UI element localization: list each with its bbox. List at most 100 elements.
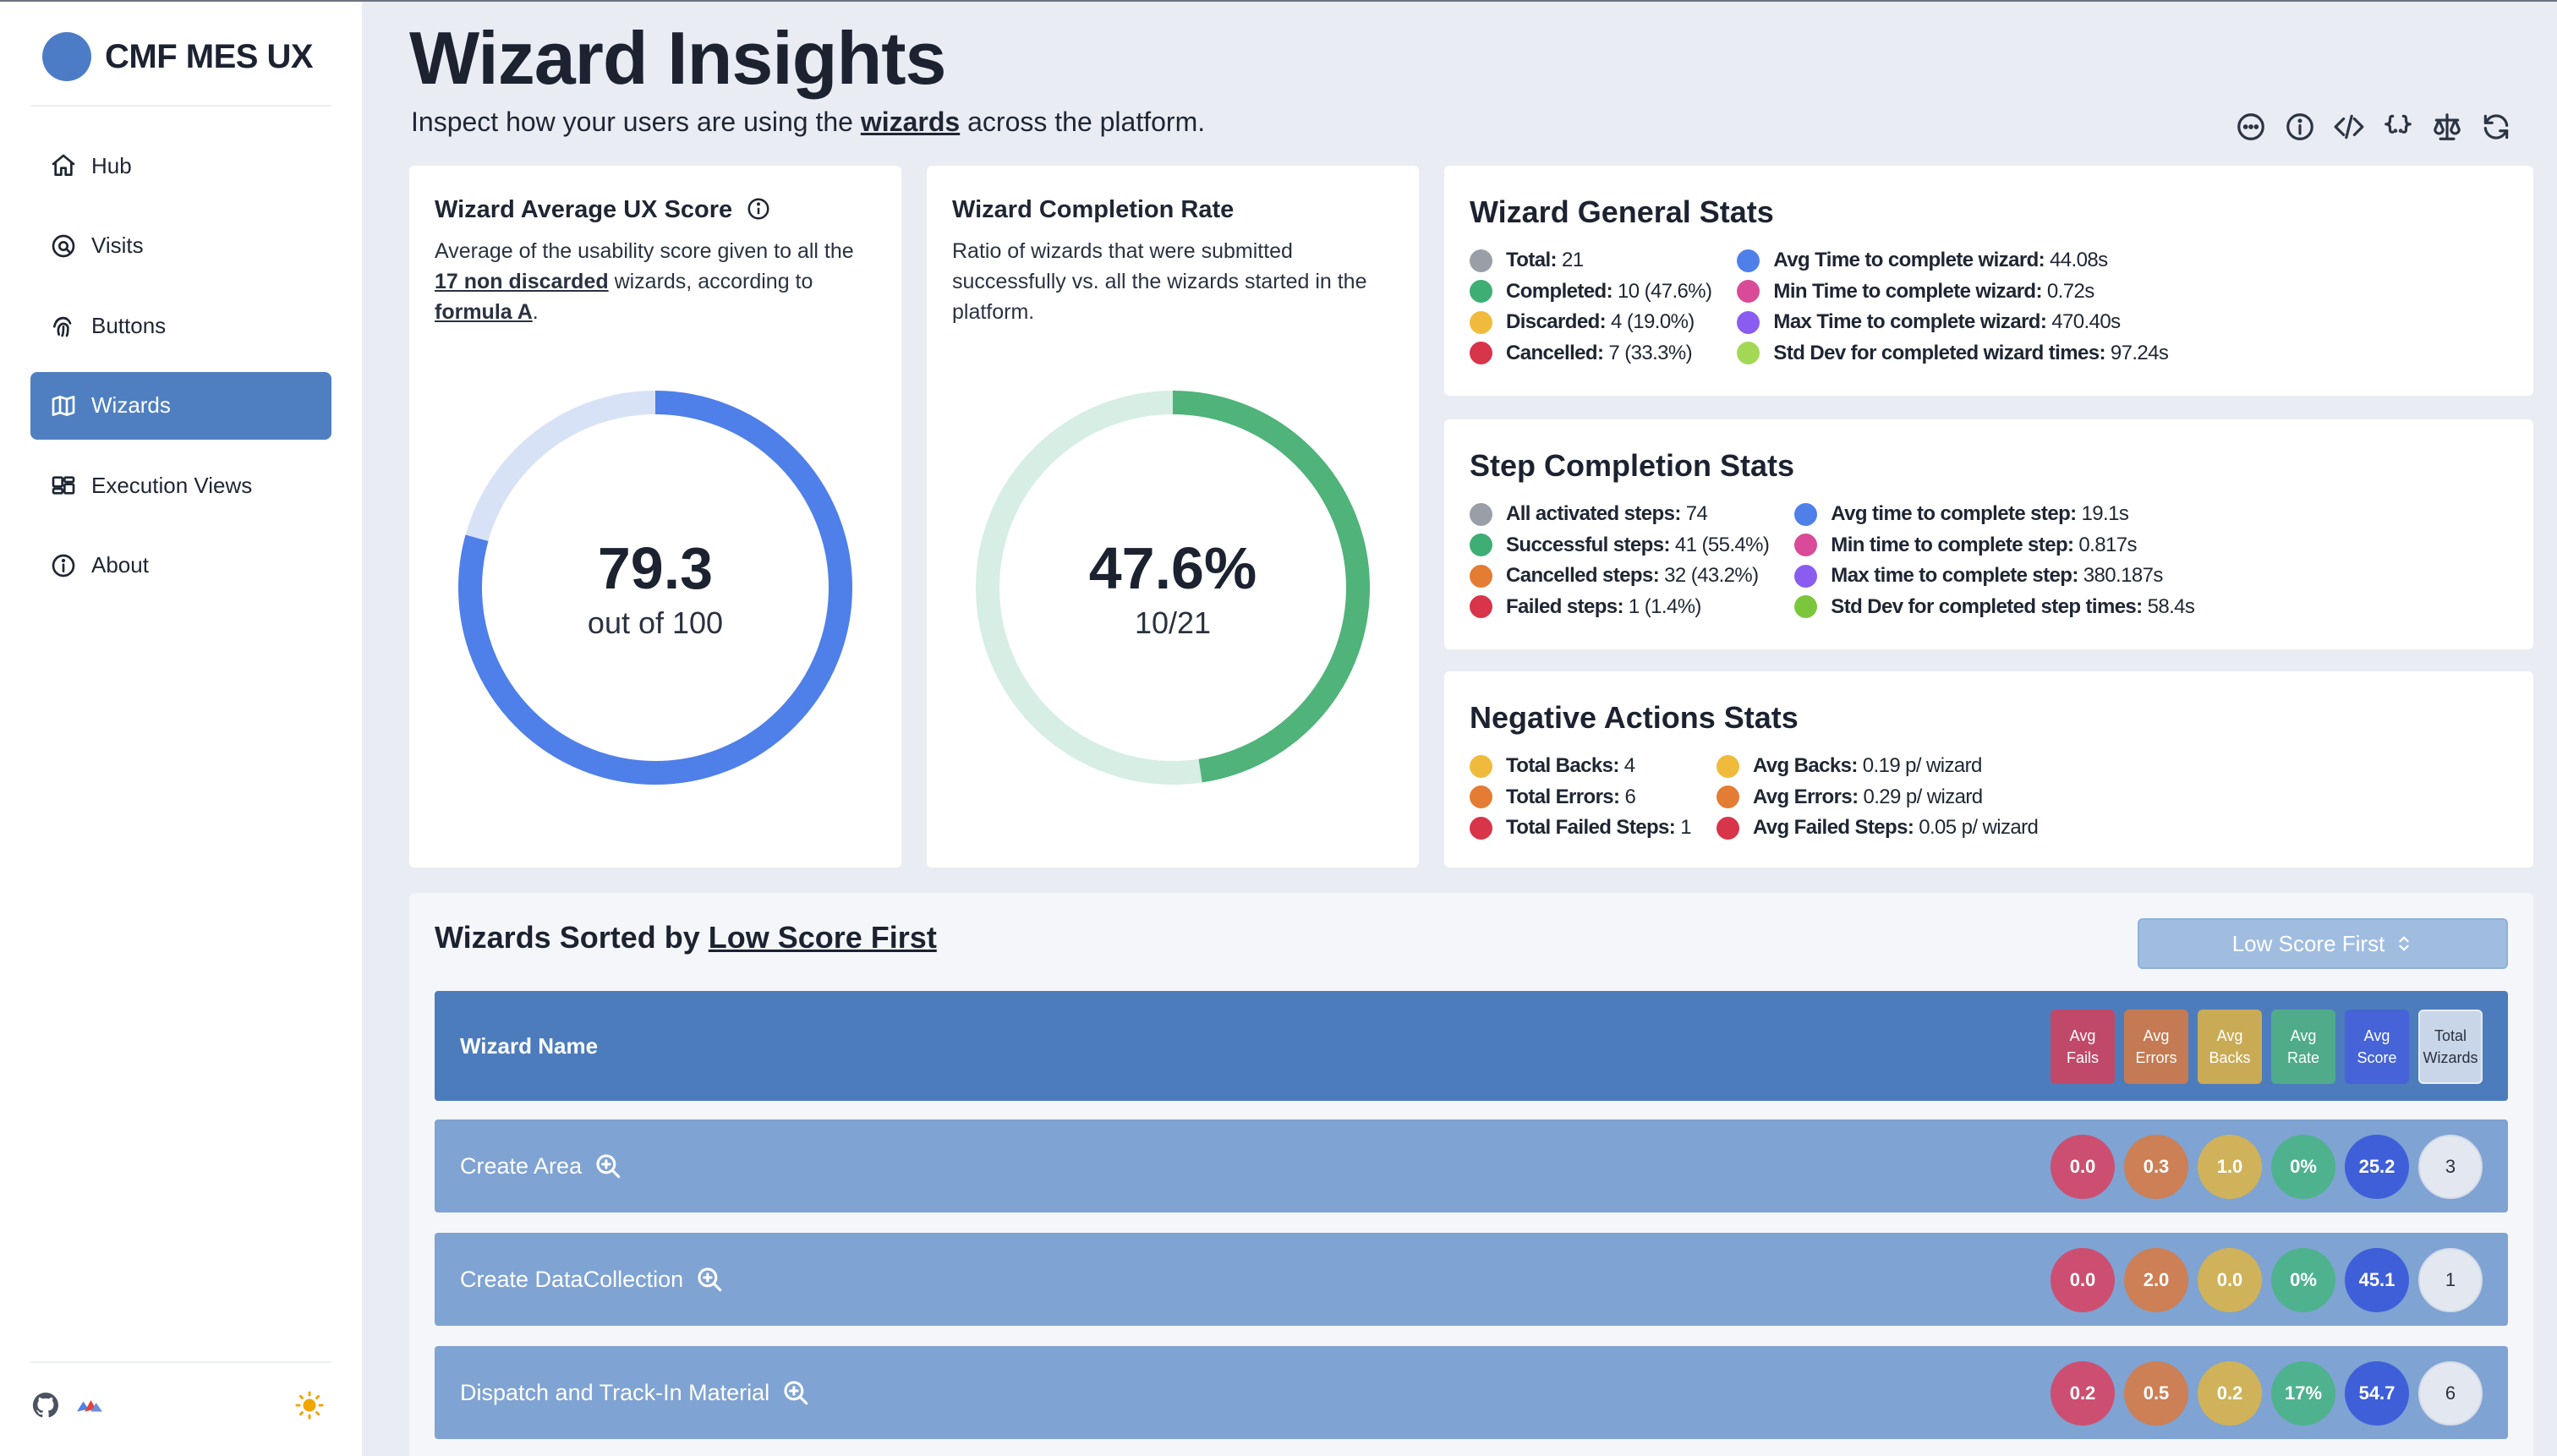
wizard-name: Create DataCollection xyxy=(460,1266,684,1292)
stat-label: All activated steps: xyxy=(1506,502,1681,526)
legend-dot-icon xyxy=(1794,564,1818,588)
step-stats-card: Step Completion Stats All activated step… xyxy=(1444,419,2533,649)
zoom-in-icon[interactable] xyxy=(695,1265,724,1294)
sort-link[interactable]: Low Score First xyxy=(708,920,937,955)
table-header: Wizard Name Avg Fails Avg Errors Avg Backs Avg… xyxy=(435,991,2508,1101)
column-header-label: Avg Backs xyxy=(2209,1025,2250,1069)
stat-value: 470.40s xyxy=(2051,310,2121,334)
metric-chip: 0% xyxy=(2271,1135,2335,1199)
stat-value: 1 xyxy=(1680,816,1691,840)
stat-label: Cancelled: xyxy=(1506,341,1604,364)
info-icon[interactable] xyxy=(2281,108,2319,145)
non-discarded-link[interactable]: 17 non discarded xyxy=(435,270,609,293)
sidebar-item-label: Execution Views xyxy=(91,472,253,498)
fingerprint-icon xyxy=(49,311,78,340)
table-row[interactable]: Dispatch and Track-In Material 0.2 0.5 0.2 1… xyxy=(435,1346,2508,1439)
sidebar-item-visits[interactable]: Visits xyxy=(30,212,331,280)
stat-row: Total: 21 xyxy=(1470,245,1711,276)
table-row[interactable]: Create Area 0.0 0.3 1.0 0% 25.2 3 xyxy=(435,1119,2508,1212)
sidebar-item-wizards[interactable]: Wizards xyxy=(30,371,331,440)
stats-column: All activated steps: 74 Successful steps: 4… xyxy=(1470,499,1770,622)
legend-dot-icon xyxy=(1470,280,1492,304)
stat-row: Std Dev for completed wizard times: 97.24… xyxy=(1737,338,2169,369)
wizard-name: Dispatch and Track-In Material xyxy=(460,1379,770,1405)
column-header-line: Score xyxy=(2357,1049,2397,1066)
formula-link[interactable]: formula A xyxy=(435,300,533,324)
sort-select[interactable]: Low Score First xyxy=(2138,918,2508,969)
legend-dot-icon xyxy=(1794,502,1818,526)
zoom-in-icon[interactable] xyxy=(781,1378,810,1407)
column-header-line: Avg xyxy=(2290,1027,2317,1044)
divider xyxy=(30,105,331,107)
stat-value: 380.187s xyxy=(2083,564,2164,588)
sidebar-footer xyxy=(30,1390,331,1424)
completion-sub: 10/21 xyxy=(1134,605,1212,640)
column-header-avg-score[interactable]: Avg Score xyxy=(2345,1010,2409,1084)
github-icon[interactable] xyxy=(30,1390,61,1420)
card-title-text: Wizard Average UX Score xyxy=(435,196,733,223)
ux-score-gauge: 79.3 out of 100 xyxy=(457,389,854,786)
card-title: Wizard Completion Rate xyxy=(952,196,1235,223)
desc-text: Average of the usability score given to … xyxy=(435,239,854,263)
stat-label: Total Failed Steps: xyxy=(1506,816,1676,840)
sidebar-item-execution-views[interactable]: Execution Views xyxy=(30,452,331,519)
info-icon[interactable] xyxy=(746,196,771,222)
stat-value: 0.72s xyxy=(2046,279,2094,303)
subtitle-text: Inspect how your users are using the xyxy=(411,107,861,137)
zoom-in-icon[interactable] xyxy=(594,1152,622,1180)
json-braces-icon[interactable] xyxy=(2379,108,2417,145)
stat-value: 0.19 p/ wizard xyxy=(1862,754,1983,778)
stat-value: 97.24s xyxy=(2110,341,2169,364)
stats-column: Avg Time to complete wizard: 44.08s Min Ti… xyxy=(1737,245,2169,369)
column-header-name[interactable]: Wizard Name xyxy=(460,1033,599,1059)
completion-gauge: 47.6% 10/21 xyxy=(974,389,1372,786)
legend-dot-icon xyxy=(1737,342,1760,365)
stat-label: Min Time to complete wizard: xyxy=(1773,279,2042,303)
metric-chip: 3 xyxy=(2418,1135,2483,1199)
info-icon xyxy=(49,551,78,580)
stat-value: 4 (19.0%) xyxy=(1611,310,1695,334)
more-icon[interactable] xyxy=(2232,108,2270,145)
wizard-name-cell: Dispatch and Track-In Material xyxy=(460,1378,810,1407)
legend-dot-icon xyxy=(1470,754,1492,778)
stat-label: Avg time to complete step: xyxy=(1831,502,2077,526)
column-header-avg-rate[interactable]: Avg Rate xyxy=(2271,1010,2335,1084)
stat-row: Completed: 10 (47.6%) xyxy=(1470,276,1712,308)
stat-value: 0.817s xyxy=(2078,533,2137,556)
gauge-progress-arc xyxy=(458,391,852,785)
critical-manufacturing-logo-icon[interactable] xyxy=(74,1390,105,1420)
stat-row: Min time to complete step: 0.817s xyxy=(1794,530,2194,561)
column-header-avg-fails[interactable]: Avg Fails xyxy=(2051,1010,2115,1084)
stat-label: Avg Backs: xyxy=(1752,754,1858,778)
stats-column: Total: 21 Completed: 10 (47.6%) Discarded: 4 … xyxy=(1470,245,1712,369)
metric-chip: 0.5 xyxy=(2124,1361,2188,1426)
metric-chip: 0.0 xyxy=(2051,1248,2115,1312)
stat-value: 32 (43.2%) xyxy=(1664,564,1759,588)
column-header-total-wizards[interactable]: Total Wizards xyxy=(2418,1010,2483,1084)
metric-chip: 0.0 xyxy=(2198,1248,2262,1312)
table-title-text: Wizards Sorted by xyxy=(435,920,709,955)
refresh-icon[interactable] xyxy=(2478,108,2515,145)
home-icon xyxy=(49,151,78,180)
scale-icon[interactable] xyxy=(2428,108,2466,145)
column-header-avg-errors[interactable]: Avg Errors xyxy=(2124,1010,2188,1084)
card-title: Wizard Average UX Score xyxy=(435,196,876,224)
legend-dot-icon xyxy=(1470,564,1492,588)
column-header-avg-backs[interactable]: Avg Backs xyxy=(2198,1010,2262,1084)
sidebar-item-buttons[interactable]: Buttons xyxy=(30,292,331,359)
legend-dot-icon xyxy=(1470,249,1492,272)
stat-value: 0.29 p/ wizard xyxy=(1863,785,1983,808)
stat-value: 44.08s xyxy=(2050,249,2108,272)
legend-dot-icon xyxy=(1470,342,1492,365)
stat-label: Max time to complete step: xyxy=(1831,564,2078,588)
sidebar-item-label: About xyxy=(91,552,149,577)
table-row[interactable]: Create DataCollection 0.0 2.0 0.0 0% 45.1 1 xyxy=(435,1233,2508,1326)
wizards-link[interactable]: wizards xyxy=(860,107,961,137)
sidebar-item-about[interactable]: About xyxy=(30,532,331,599)
sidebar-item-hub[interactable]: Hub xyxy=(30,132,331,200)
sun-icon[interactable] xyxy=(294,1390,325,1420)
legend-dot-icon xyxy=(1737,310,1760,334)
brand[interactable]: CMF MES UX xyxy=(42,32,314,81)
metric-chip: 25.2 xyxy=(2345,1135,2409,1199)
code-icon[interactable] xyxy=(2330,108,2368,145)
